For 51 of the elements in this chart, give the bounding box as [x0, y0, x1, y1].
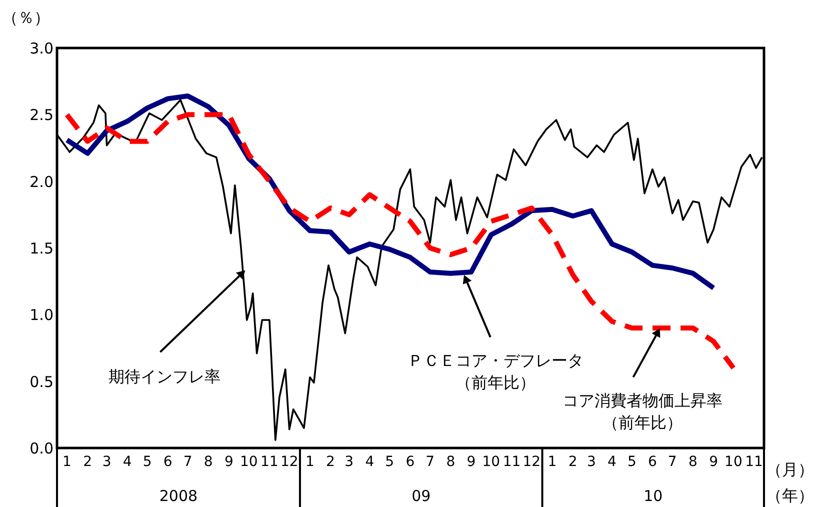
x-tick-label: 7: [183, 454, 192, 470]
x-tick-label: 2: [83, 454, 92, 470]
x-tick-label: 12: [280, 454, 298, 470]
x-tick-label: 7: [426, 454, 435, 470]
y-tick-label: 0.5: [30, 372, 54, 391]
x-tick-label: 4: [122, 454, 132, 470]
y-tick-label: 0.0: [30, 440, 54, 458]
y-tick-label: 1.0: [30, 306, 54, 324]
y-tick-label: 2.0: [30, 172, 54, 191]
x-tick-label: 5: [627, 454, 636, 470]
x-tick-label: 8: [688, 454, 698, 470]
x-tick-label: 1: [305, 454, 314, 470]
x-tick-label: 3: [586, 454, 596, 470]
series-label: コア消費者物価上昇率（前年比）: [562, 391, 722, 432]
x-tick-label: 7: [668, 454, 677, 470]
x-tick-label: 8: [446, 454, 456, 470]
x-tick-label: 8: [204, 454, 213, 470]
x-tick-label: 1: [548, 454, 557, 470]
x-tick-label: 11: [745, 454, 763, 470]
text: 期待インフレ率: [108, 367, 220, 386]
x-tick-label: 10: [724, 454, 742, 470]
x-tick-label: 6: [648, 454, 658, 470]
x-tick-label: 6: [406, 454, 415, 470]
x-tick-label: 5: [142, 454, 152, 470]
x-tick-label: 9: [466, 454, 476, 470]
y-axis-title: （％）: [2, 8, 50, 27]
y-tick-label: 3.0: [30, 40, 54, 58]
x-tick-label: 9: [709, 454, 718, 470]
x-tick-label: 10: [482, 454, 500, 470]
x-tick-label: 2: [568, 454, 578, 470]
x-tick-label: 5: [385, 454, 394, 470]
text: （年）: [766, 486, 814, 505]
x-tick-label: 10: [240, 454, 258, 470]
text: ＰＣＥコア・デフレータ（前年比）: [407, 351, 584, 392]
x-tick-label: 4: [365, 454, 374, 470]
x-tick-label: 11: [502, 454, 521, 470]
x-tick-label: 6: [163, 454, 172, 470]
x-tick-label: 12: [522, 454, 541, 470]
x-tick-label: 4: [608, 454, 617, 470]
x-tick-label: 11: [260, 454, 278, 470]
y-tick-label: 2.5: [30, 106, 54, 124]
text: 2008: [159, 487, 198, 505]
text: （月）: [766, 460, 814, 479]
y-tick-label: 1.5: [30, 240, 54, 258]
x-tick-label: 2: [326, 454, 335, 470]
x-tick-label: 9: [224, 454, 234, 470]
text: 09: [412, 487, 431, 505]
x-tick-label: 3: [102, 454, 112, 470]
x-tick-label: 1: [62, 454, 72, 470]
x-tick-label: 3: [344, 454, 354, 470]
text: 10: [644, 487, 663, 505]
